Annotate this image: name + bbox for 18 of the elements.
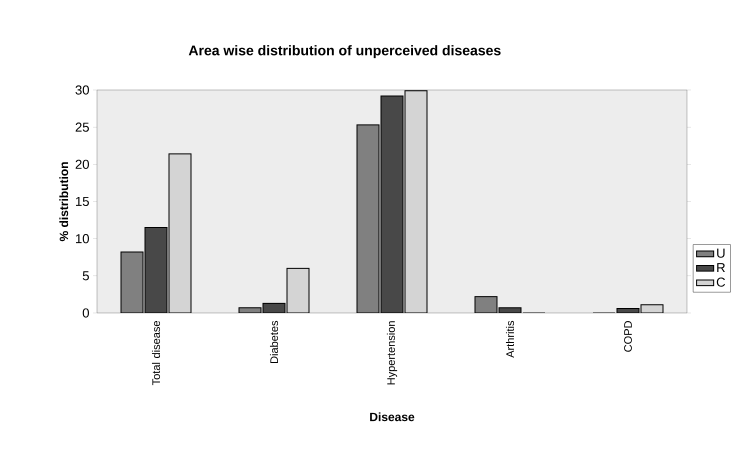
y-tick-label: 5 (82, 271, 89, 280)
x-tick-label: COPD (624, 321, 632, 352)
chart-title: Area wise distribution of unperceived diseases (188, 45, 501, 58)
y-tick-label: 0 (82, 308, 89, 318)
legend-label: U (717, 248, 725, 258)
y-tick-label: 10 (76, 234, 89, 244)
x-tick-label: Total disease (152, 321, 160, 386)
x-tick-label: Arthritis (506, 320, 514, 358)
x-tick-label: Hypertension (386, 321, 398, 384)
legend-label: R (717, 263, 725, 272)
y-axis-title: % distribution (59, 162, 68, 242)
y-tick-label: 20 (76, 160, 89, 169)
x-tick-label: Diabetes (270, 320, 278, 364)
legend-label: C (716, 278, 726, 287)
x-axis-title: Disease (370, 412, 414, 422)
y-tick-label: 30 (76, 85, 89, 95)
y-tick-label: 15 (76, 196, 89, 206)
y-tick-label: 25 (76, 122, 89, 132)
